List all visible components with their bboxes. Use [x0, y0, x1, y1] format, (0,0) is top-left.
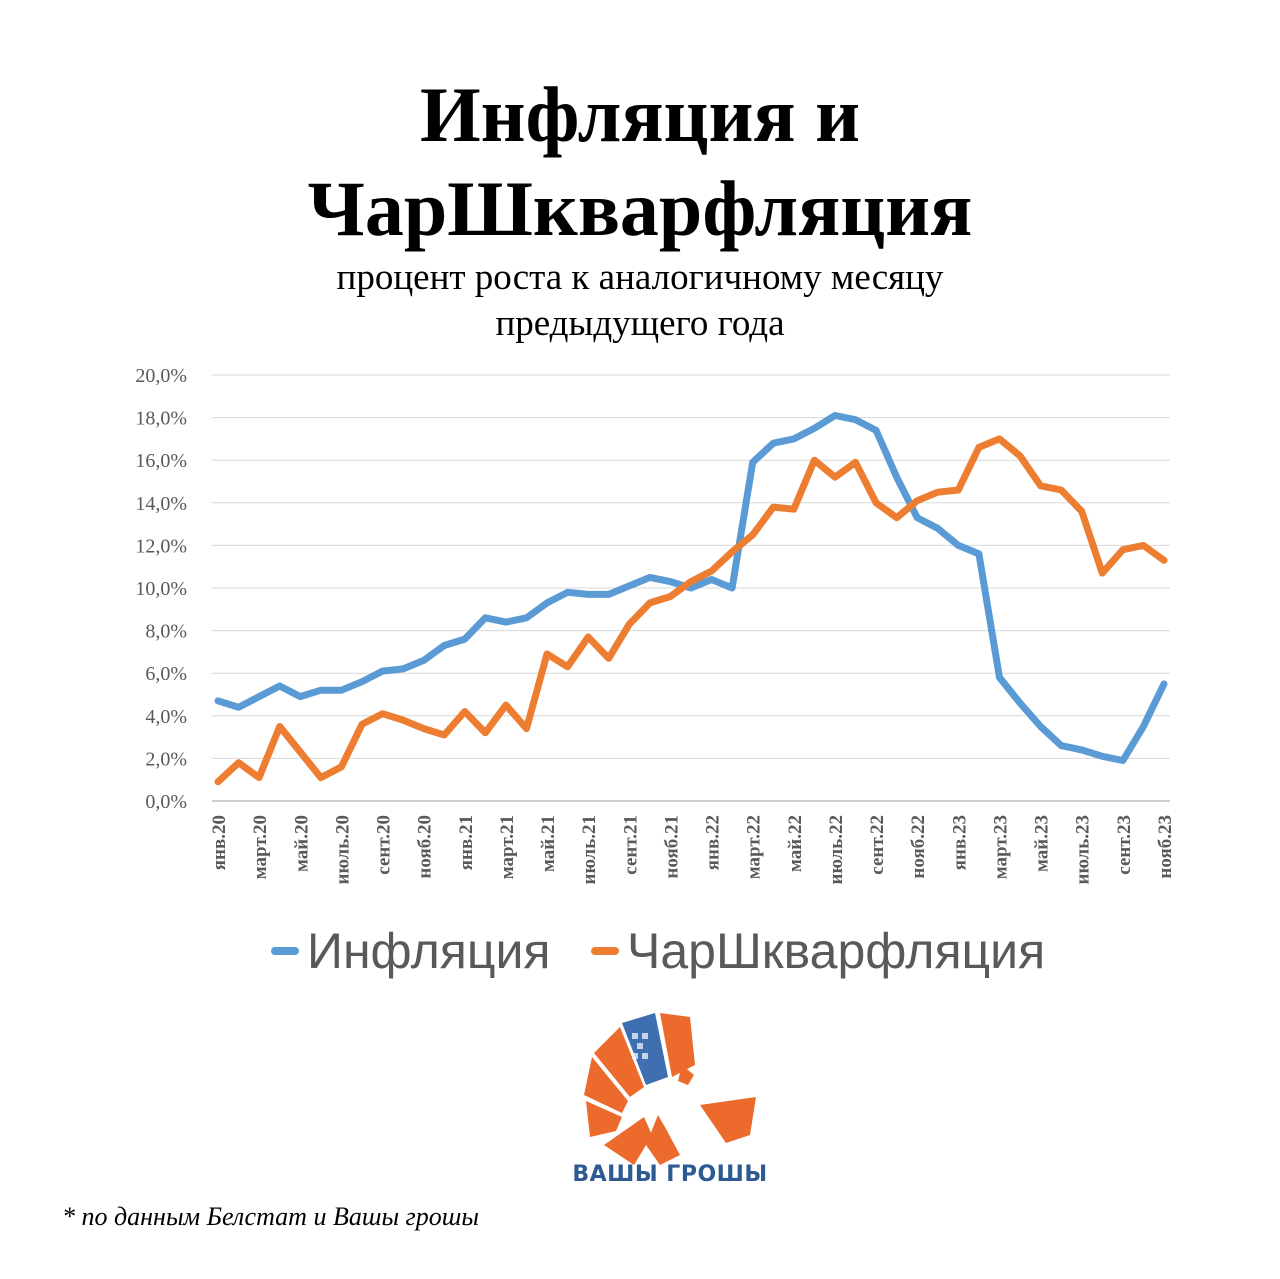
- y-tick-label: 6,0%: [145, 663, 187, 685]
- x-tick-label: март.20: [250, 815, 271, 879]
- x-tick-label: янв.23: [949, 815, 970, 870]
- x-tick-label: сент.21: [620, 815, 641, 875]
- x-tick-label: нояб.22: [908, 815, 929, 879]
- x-tick-label: нояб.20: [415, 815, 436, 879]
- y-tick-label: 12,0%: [135, 535, 187, 557]
- x-tick-label: сент.20: [374, 815, 395, 875]
- legend-label-charshkvarflation: ЧарШкварфляция: [627, 923, 1046, 979]
- y-tick-label: 20,0%: [135, 365, 187, 387]
- legend-item-inflation: Инфляция: [271, 918, 550, 984]
- y-tick-label: 18,0%: [135, 408, 187, 430]
- x-tick-label: май.21: [538, 815, 559, 872]
- x-tick-label: нояб.21: [661, 815, 682, 879]
- x-tick-label: нояб.23: [1155, 815, 1176, 879]
- x-axis-ticks: янв.20 март.20 май.20 июль.20 сент.20 нояб.20…: [209, 815, 1176, 884]
- series-line-inflation: [214, 412, 1168, 764]
- x-tick-label: июль.21: [579, 815, 600, 884]
- x-tick-label: март.22: [744, 815, 765, 879]
- x-tick-label: май.23: [1032, 815, 1053, 872]
- series-lines: [214, 412, 1168, 786]
- x-tick-label: янв.21: [456, 815, 477, 870]
- x-tick-label: май.22: [785, 815, 806, 872]
- y-tick-label: 14,0%: [135, 493, 187, 515]
- x-tick-label: май.20: [291, 815, 312, 872]
- legend-item-charshkvarflation: ЧарШкварфляция: [591, 918, 1045, 984]
- y-tick-label: 2,0%: [145, 748, 187, 770]
- x-tick-label: сент.22: [867, 815, 888, 875]
- series-line-charshkvarflation: [214, 435, 1168, 786]
- vashy-groshy-logo: [584, 1013, 756, 1165]
- x-tick-label: март.23: [990, 815, 1011, 879]
- y-tick-label: 4,0%: [145, 706, 187, 728]
- y-tick-label: 8,0%: [145, 621, 187, 643]
- x-tick-label: июль.20: [332, 815, 353, 884]
- x-tick-label: янв.22: [703, 815, 724, 870]
- chart-title-line2: ЧарШкварфляция: [307, 165, 973, 252]
- brand-name: ВАШЫ ГРОШЫ: [572, 1162, 768, 1187]
- chart-title-line1: Инфляция и: [419, 71, 861, 158]
- chart-subtitle-line2: предыдущего года: [495, 303, 785, 344]
- x-tick-label: июль.22: [826, 815, 847, 884]
- legend-swatch-charshkvarflation: [591, 947, 619, 955]
- x-tick-label: янв.20: [209, 815, 230, 870]
- x-tick-label: июль.23: [1073, 815, 1094, 884]
- x-tick-label: март.21: [497, 815, 518, 879]
- y-tick-label: 0,0%: [145, 791, 187, 813]
- legend: Инфляция ЧарШкварфляция: [0, 918, 1280, 988]
- y-tick-label: 16,0%: [135, 450, 187, 472]
- y-axis-ticks: 0,0% 2,0% 4,0% 6,0% 8,0% 10,0% 12,0% 14,0% 16,0%…: [135, 365, 187, 813]
- y-tick-label: 10,0%: [135, 578, 187, 600]
- legend-label-inflation: Инфляция: [307, 923, 551, 979]
- x-tick-label: сент.23: [1114, 815, 1135, 875]
- legend-swatch-inflation: [271, 947, 299, 955]
- chart-subtitle-line1: процент роста к аналогичному месяцу: [336, 257, 944, 298]
- footnote: * по данным Белстат и Вашы грошы: [62, 1202, 479, 1231]
